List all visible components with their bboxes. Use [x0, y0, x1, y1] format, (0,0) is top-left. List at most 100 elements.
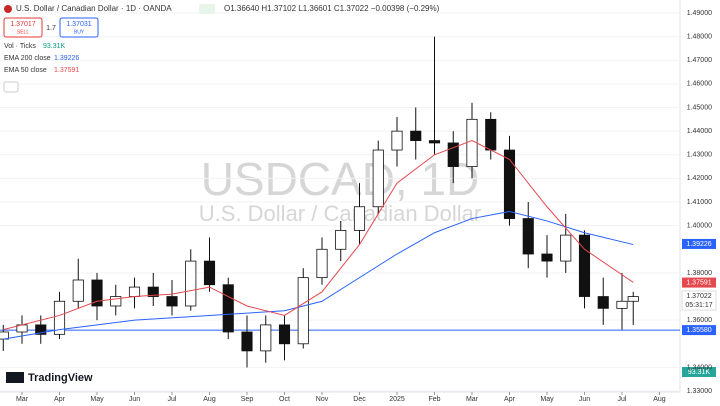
x-tick-label: Sep	[241, 396, 254, 403]
y-tick-label: 1.33000	[687, 388, 712, 395]
watermark-title: USDCAD, 1D	[201, 153, 480, 205]
candle-body	[260, 324, 272, 352]
buy-price: 1.37031	[66, 21, 91, 28]
y-tick-label: 1.36000	[687, 317, 712, 324]
x-tick-label: May	[90, 396, 104, 403]
y-tick-label: 1.41000	[687, 199, 712, 206]
x-tick-label: Apr	[54, 396, 66, 403]
last-price-marker	[681, 290, 717, 311]
candle-body	[53, 300, 66, 335]
candle-body	[353, 206, 366, 231]
candle-body	[391, 130, 403, 151]
legend-value: 1.39226	[54, 55, 79, 62]
price-marker-label: 1.37591	[686, 279, 711, 286]
volume-marker	[682, 367, 716, 377]
price-marker	[682, 277, 716, 288]
candle-body	[316, 248, 328, 279]
price-line-marker	[682, 325, 716, 336]
volume-marker-label: 93.31K	[688, 369, 711, 376]
candle-body	[627, 296, 639, 302]
y-tick-label: 1.49000	[687, 10, 712, 17]
brand-name: TradingView	[28, 372, 93, 384]
buy-label: BUY	[74, 29, 85, 35]
price-marker	[682, 238, 716, 249]
candle-body	[578, 234, 591, 297]
candle-body	[72, 279, 84, 302]
candle-body	[185, 260, 197, 307]
status-icon	[199, 4, 215, 14]
x-tick-label: Nov	[316, 396, 329, 403]
y-tick-label: 1.34000	[687, 364, 712, 371]
candle-body	[560, 234, 572, 262]
candle-body	[410, 130, 422, 141]
candle-body	[91, 279, 103, 307]
x-tick-label: Dec	[353, 396, 366, 403]
legend-name: EMA 200 close	[4, 55, 51, 62]
x-tick-label: Feb	[428, 396, 440, 403]
candle-body	[503, 149, 516, 219]
candle-body	[335, 229, 347, 250]
symbol-line: U.S. Dollar / Canadian Dollar · 1D · OAN…	[16, 4, 172, 13]
flag-icon	[4, 5, 12, 13]
x-tick-label: Jul	[618, 396, 627, 403]
buy-button[interactable]	[59, 17, 99, 38]
spread: 1.7	[46, 25, 56, 32]
watermark-subtitle: U.S. Dollar / Canadian Dollar	[199, 201, 481, 226]
y-tick-label: 1.38000	[687, 270, 712, 277]
candle-body	[278, 324, 291, 345]
x-tick-label: Jun	[579, 396, 590, 403]
legend-value: 1.37591	[54, 67, 79, 74]
candle-body	[297, 277, 309, 345]
volume-legend-name: Vol · Ticks	[4, 43, 36, 50]
x-tick-label: Mar	[466, 396, 479, 403]
x-tick-label: Mar	[16, 396, 29, 403]
x-tick-label: Jul	[168, 396, 177, 403]
candle-body	[616, 300, 628, 309]
x-tick-label: Jun	[129, 396, 140, 403]
candle-body	[372, 149, 384, 208]
y-tick-label: 1.45000	[687, 104, 712, 111]
legend-name: EMA 50 close	[4, 67, 47, 74]
y-tick-label: 1.48000	[687, 33, 712, 40]
x-tick-label: 2025	[389, 396, 405, 403]
candle-body	[447, 142, 459, 167]
y-tick-label: 1.47000	[687, 57, 712, 64]
y-tick-label: 1.43000	[687, 152, 712, 159]
ohlc-line: O1.36640 H1.37102 L1.36601 C1.37022 −0.0…	[224, 4, 440, 13]
candle-body	[485, 118, 497, 151]
y-tick-label: 1.42000	[687, 175, 712, 182]
price-line-label: 1.35580	[686, 327, 711, 334]
candle-body	[0, 331, 9, 340]
candle-body	[110, 296, 122, 307]
candle-body	[147, 286, 159, 297]
y-tick-label: 1.40000	[687, 222, 712, 229]
candle-body	[522, 218, 534, 255]
brand-logo	[6, 372, 24, 383]
candle-body	[222, 284, 234, 333]
candle-body	[241, 331, 253, 352]
candle-body	[597, 296, 609, 309]
sell-price: 1.37017	[10, 21, 35, 28]
last-price-label: 1.37022	[686, 293, 711, 300]
y-tick-label: 1.44000	[687, 128, 712, 135]
x-tick-label: Oct	[279, 396, 290, 403]
x-tick-label: Aug	[653, 396, 666, 403]
volume-legend-value: 93.31K	[43, 43, 66, 50]
price-marker-label: 1.39226	[686, 241, 711, 248]
x-tick-label: May	[540, 396, 554, 403]
ema-line	[3, 210, 634, 340]
candle-body	[166, 296, 178, 307]
x-tick-label: Apr	[504, 396, 516, 403]
ema-line	[3, 140, 634, 331]
candle-body	[128, 286, 141, 297]
countdown-label: 05:31:17	[685, 302, 712, 309]
sell-button[interactable]	[3, 17, 43, 38]
candle-body	[428, 140, 441, 144]
sell-label: SELL	[17, 29, 29, 35]
candle-body	[35, 324, 47, 335]
candle-body	[541, 253, 553, 262]
y-tick-label: 1.46000	[687, 81, 712, 88]
collapse-button[interactable]	[3, 81, 19, 93]
